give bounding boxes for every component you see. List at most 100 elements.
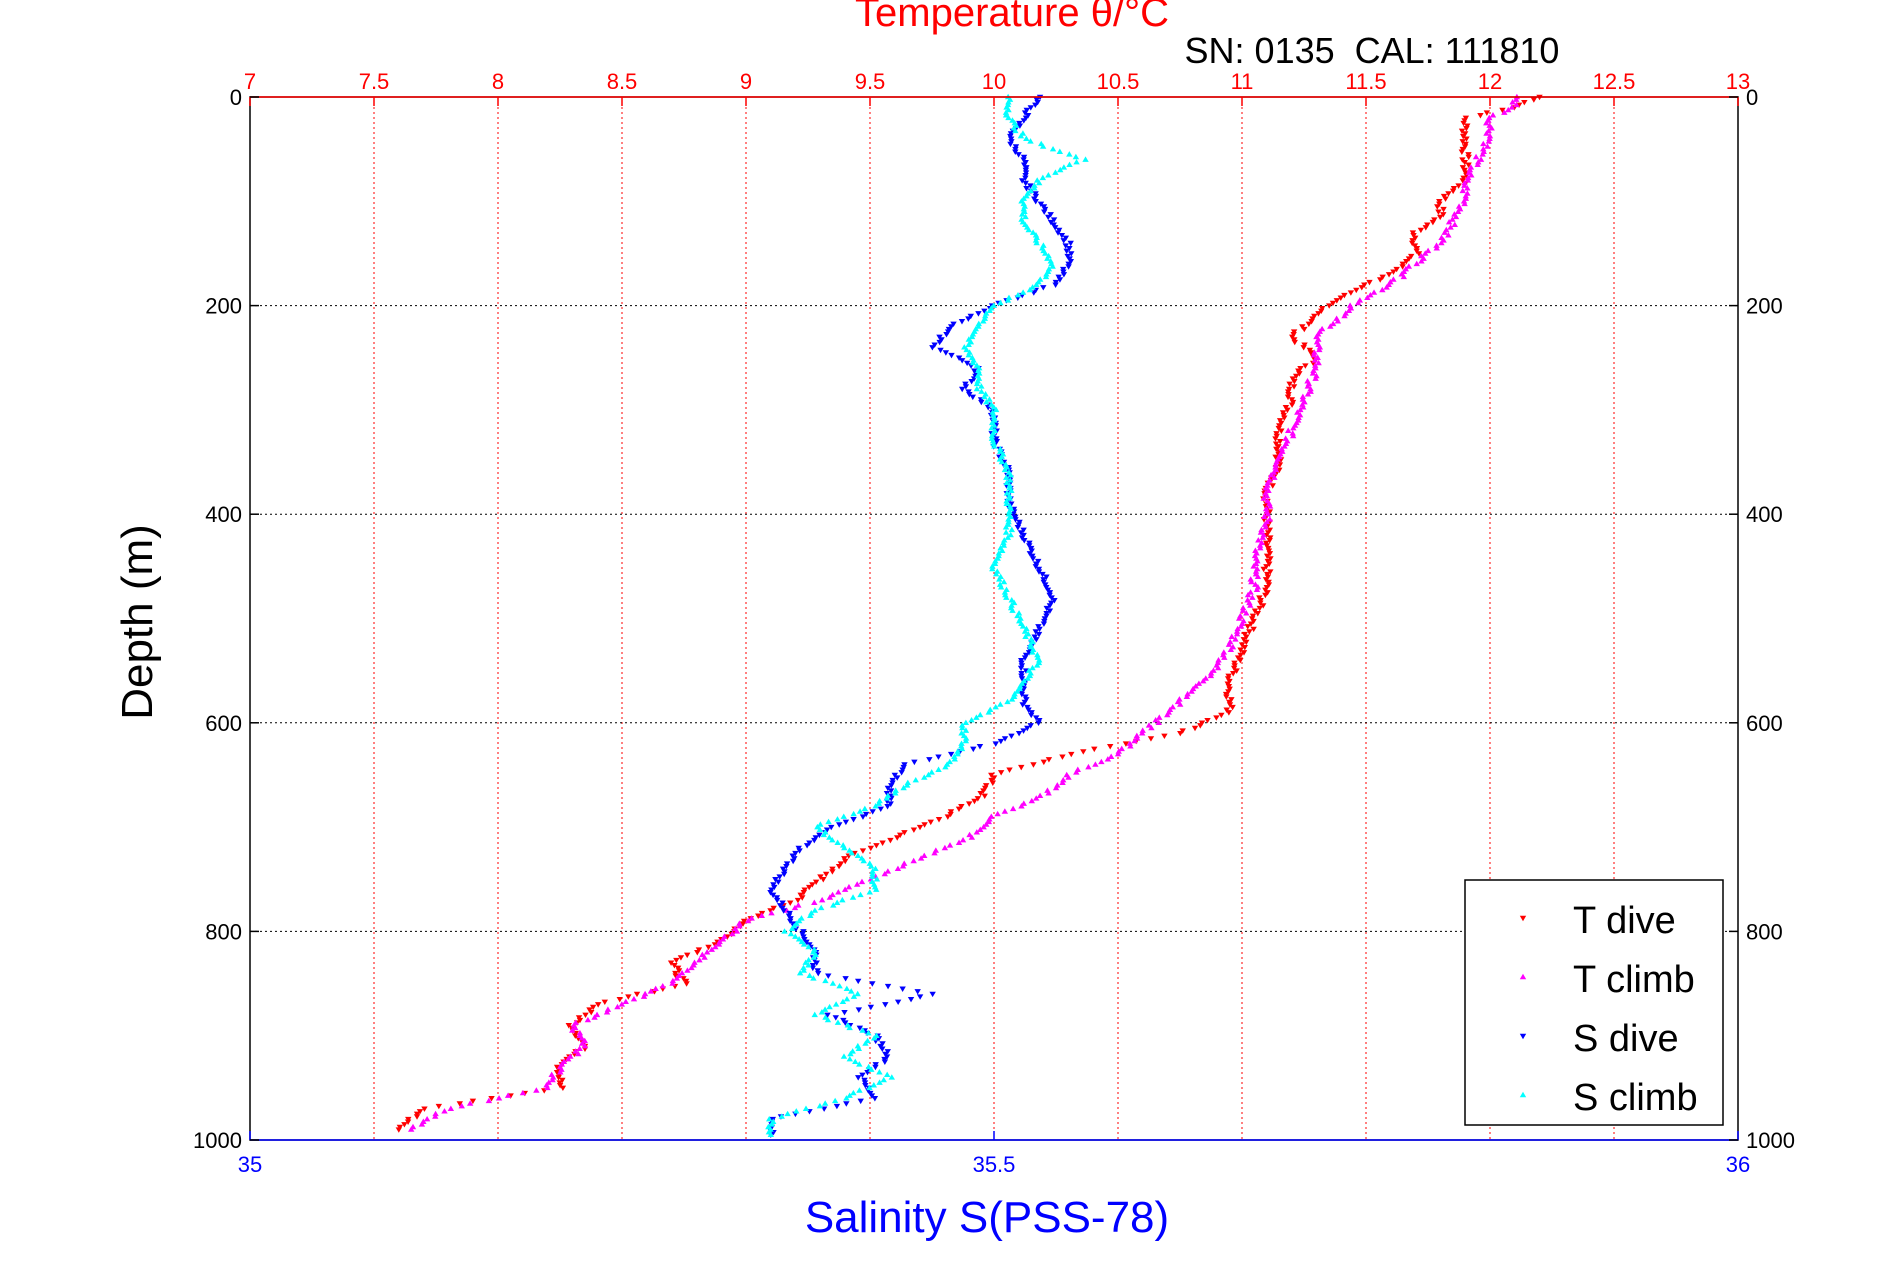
data-point (1377, 277, 1384, 283)
data-point (1021, 538, 1028, 544)
data-point (1429, 219, 1437, 226)
data-point (1447, 224, 1454, 230)
data-point (992, 570, 1000, 577)
data-point (974, 796, 982, 802)
data-point (1300, 404, 1307, 410)
data-point (647, 988, 655, 994)
data-point (729, 930, 736, 937)
data-point (968, 834, 976, 840)
data-point (1138, 730, 1146, 736)
data-point (1003, 594, 1010, 600)
data-point (1455, 183, 1462, 189)
data-point (1040, 621, 1048, 627)
data-point (821, 1100, 829, 1106)
data-point (767, 908, 774, 914)
data-point (811, 837, 818, 844)
data-point (1183, 693, 1191, 699)
data-point (921, 822, 928, 828)
data-point (572, 1048, 579, 1054)
data-point (1073, 769, 1080, 775)
data-point (1008, 733, 1015, 740)
data-point (1297, 406, 1304, 413)
data-point (951, 753, 958, 759)
data-point (929, 991, 936, 998)
data-point (1248, 578, 1255, 585)
data-point (1156, 714, 1163, 720)
data-point (1260, 495, 1267, 501)
data-point (1003, 490, 1011, 496)
data-point (1433, 245, 1440, 251)
data-point (942, 763, 949, 770)
data-point (1035, 631, 1043, 638)
data-point (1400, 273, 1408, 280)
data-point (850, 810, 857, 817)
data-point (1250, 626, 1257, 633)
data-point (854, 990, 861, 997)
data-point (800, 941, 808, 947)
data-point (1262, 484, 1270, 491)
data-point (870, 1082, 878, 1088)
data-point (1003, 497, 1010, 504)
data-point (990, 414, 998, 420)
data-point (1461, 182, 1468, 188)
data-point (1001, 466, 1009, 473)
data-point (884, 868, 892, 874)
data-point (1014, 524, 1022, 531)
data-point (900, 784, 907, 791)
data-point (1415, 251, 1423, 257)
data-point (872, 1064, 879, 1071)
data-point (839, 896, 846, 903)
legend-marker-shape (1519, 1033, 1527, 1040)
data-point (887, 837, 894, 844)
data-point (1026, 286, 1034, 293)
data-point (958, 730, 965, 736)
data-point (1462, 192, 1469, 199)
data-point (1307, 385, 1314, 392)
legend-marker (1519, 1091, 1527, 1098)
salinity-tick-label: 36 (1726, 1152, 1750, 1177)
legend-label: T climb (1573, 959, 1695, 1001)
data-point (1232, 636, 1239, 642)
data-point (1241, 644, 1249, 651)
data-point (1393, 266, 1400, 273)
data-point (977, 711, 984, 718)
data-point (1126, 740, 1134, 746)
data-point (884, 983, 892, 990)
data-point (1285, 427, 1292, 433)
temperature-tick-label: 8 (492, 69, 504, 94)
data-point (549, 1076, 556, 1083)
data-point (834, 1019, 842, 1025)
data-point (564, 1055, 572, 1062)
data-point (1057, 166, 1064, 173)
data-point (879, 1046, 886, 1052)
chart-title: Temperature θ/°C (855, 0, 1169, 35)
data-point (996, 576, 1003, 582)
data-point (589, 1004, 597, 1011)
data-point (856, 1061, 863, 1067)
data-point (1229, 704, 1236, 711)
data-point (1475, 158, 1482, 165)
data-point (1315, 311, 1322, 317)
data-point (820, 831, 827, 838)
data-point (852, 1058, 859, 1065)
legend: T dive T climb S dive S climb (1464, 879, 1724, 1126)
data-point (1284, 394, 1292, 401)
data-point (1284, 407, 1291, 414)
data-point (1011, 690, 1018, 697)
data-point (1041, 209, 1048, 215)
depth-tick-label-right: 0 (1746, 85, 1758, 110)
data-point (1309, 370, 1317, 376)
data-point (845, 883, 853, 890)
data-point (1024, 725, 1031, 732)
data-point (796, 917, 803, 924)
data-point (1107, 753, 1115, 759)
data-point (1305, 321, 1313, 328)
data-point (1029, 664, 1036, 671)
data-point (1464, 185, 1471, 191)
data-point (997, 701, 1004, 707)
data-point (867, 845, 875, 852)
data-point (859, 814, 867, 820)
data-point (404, 1119, 412, 1125)
data-point (555, 1075, 562, 1081)
data-point (968, 333, 976, 340)
